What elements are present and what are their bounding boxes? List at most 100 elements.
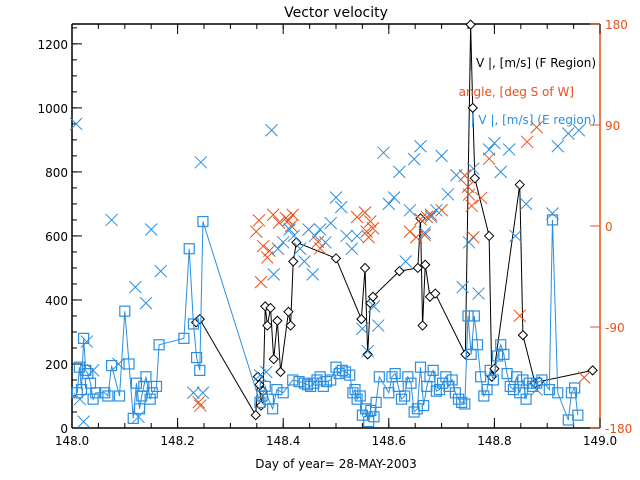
diamond-marker xyxy=(262,320,273,331)
x-tick-label: 148.2 xyxy=(160,434,194,448)
x-marker xyxy=(546,207,559,220)
x-marker xyxy=(519,197,533,211)
y2-tick-label: 180 xyxy=(605,18,628,32)
square-marker xyxy=(481,383,493,396)
x-marker xyxy=(461,180,475,194)
square-marker xyxy=(344,369,356,381)
x-marker xyxy=(361,344,375,358)
diamond-marker xyxy=(420,259,431,270)
square-marker xyxy=(414,361,427,373)
square-marker xyxy=(459,398,471,410)
square-marker xyxy=(90,387,102,399)
x-marker xyxy=(429,203,443,217)
square-marker xyxy=(383,387,395,399)
x-marker xyxy=(276,235,290,249)
square-marker xyxy=(75,383,88,396)
x-marker xyxy=(271,242,285,256)
diamond-marker xyxy=(467,102,478,114)
diamond-marker xyxy=(417,320,428,331)
diamond-marker xyxy=(483,230,495,242)
x-marker xyxy=(513,309,527,323)
square-marker xyxy=(572,409,584,421)
square-marker xyxy=(399,390,411,402)
diamond-marker xyxy=(356,313,367,325)
x-tick-label: 148.6 xyxy=(372,434,406,448)
diamond-marker xyxy=(285,320,296,331)
square-marker xyxy=(287,374,299,386)
square-marker xyxy=(197,215,209,228)
square-marker xyxy=(487,374,499,386)
diamond-marker xyxy=(272,315,283,326)
x-marker xyxy=(509,229,522,243)
y2-tick-label: -90 xyxy=(605,321,625,335)
square-marker xyxy=(113,390,126,402)
square-marker xyxy=(536,374,548,386)
square-marker xyxy=(517,374,529,386)
y-tick-label: 200 xyxy=(45,358,68,372)
square-marker xyxy=(127,412,139,424)
x-marker xyxy=(139,296,153,310)
x-marker xyxy=(424,208,438,222)
square-marker xyxy=(418,399,430,412)
x-marker xyxy=(287,229,301,243)
x-marker xyxy=(329,191,343,204)
square-marker xyxy=(373,371,385,383)
x-marker xyxy=(403,225,417,238)
x-marker xyxy=(340,229,353,243)
diamond-marker xyxy=(359,262,371,274)
y2-tick-label: 0 xyxy=(605,220,613,234)
square-marker xyxy=(465,348,477,360)
x-marker xyxy=(144,223,158,236)
series-1 xyxy=(192,120,591,412)
square-marker xyxy=(456,396,468,408)
square-marker xyxy=(475,371,487,383)
x-marker xyxy=(382,197,396,211)
x-marker xyxy=(466,162,480,176)
x-marker xyxy=(267,267,281,281)
x-marker xyxy=(530,120,543,134)
square-marker xyxy=(514,387,526,399)
square-marker xyxy=(178,332,190,344)
square-marker xyxy=(498,348,510,360)
square-marker xyxy=(80,364,92,376)
square-marker xyxy=(402,371,414,383)
square-marker xyxy=(504,380,516,392)
x-marker xyxy=(263,244,276,258)
series-3 xyxy=(71,214,584,428)
y-tick-label: 800 xyxy=(45,166,68,180)
y2-tick-label: -180 xyxy=(605,422,632,436)
square-marker xyxy=(259,380,271,392)
diamond-marker xyxy=(367,291,379,302)
square-marker xyxy=(130,377,143,389)
diamond-marker xyxy=(265,302,276,314)
square-marker xyxy=(546,214,559,226)
x-marker xyxy=(420,210,434,224)
x-marker xyxy=(283,223,296,236)
x-marker xyxy=(350,210,364,224)
x-marker xyxy=(187,386,200,400)
x-marker xyxy=(482,143,496,156)
square-marker xyxy=(408,406,420,418)
square-marker xyxy=(405,377,417,389)
x-marker xyxy=(194,155,208,169)
square-marker xyxy=(191,351,203,364)
x-marker xyxy=(465,199,479,213)
square-marker xyxy=(449,387,461,399)
square-marker xyxy=(523,377,535,389)
square-marker xyxy=(267,403,279,415)
x-marker xyxy=(272,216,286,229)
diamond-marker xyxy=(330,253,342,264)
diamond-marker xyxy=(254,379,265,390)
square-marker xyxy=(123,358,135,370)
square-marker xyxy=(552,387,564,399)
x-marker xyxy=(319,235,332,249)
x-marker xyxy=(252,214,266,227)
square-marker xyxy=(526,380,539,392)
square-marker xyxy=(446,374,458,386)
x-marker xyxy=(254,275,268,289)
x-marker xyxy=(306,267,320,281)
square-marker xyxy=(430,385,442,397)
x-marker xyxy=(462,188,476,201)
diamond-marker xyxy=(288,256,299,267)
